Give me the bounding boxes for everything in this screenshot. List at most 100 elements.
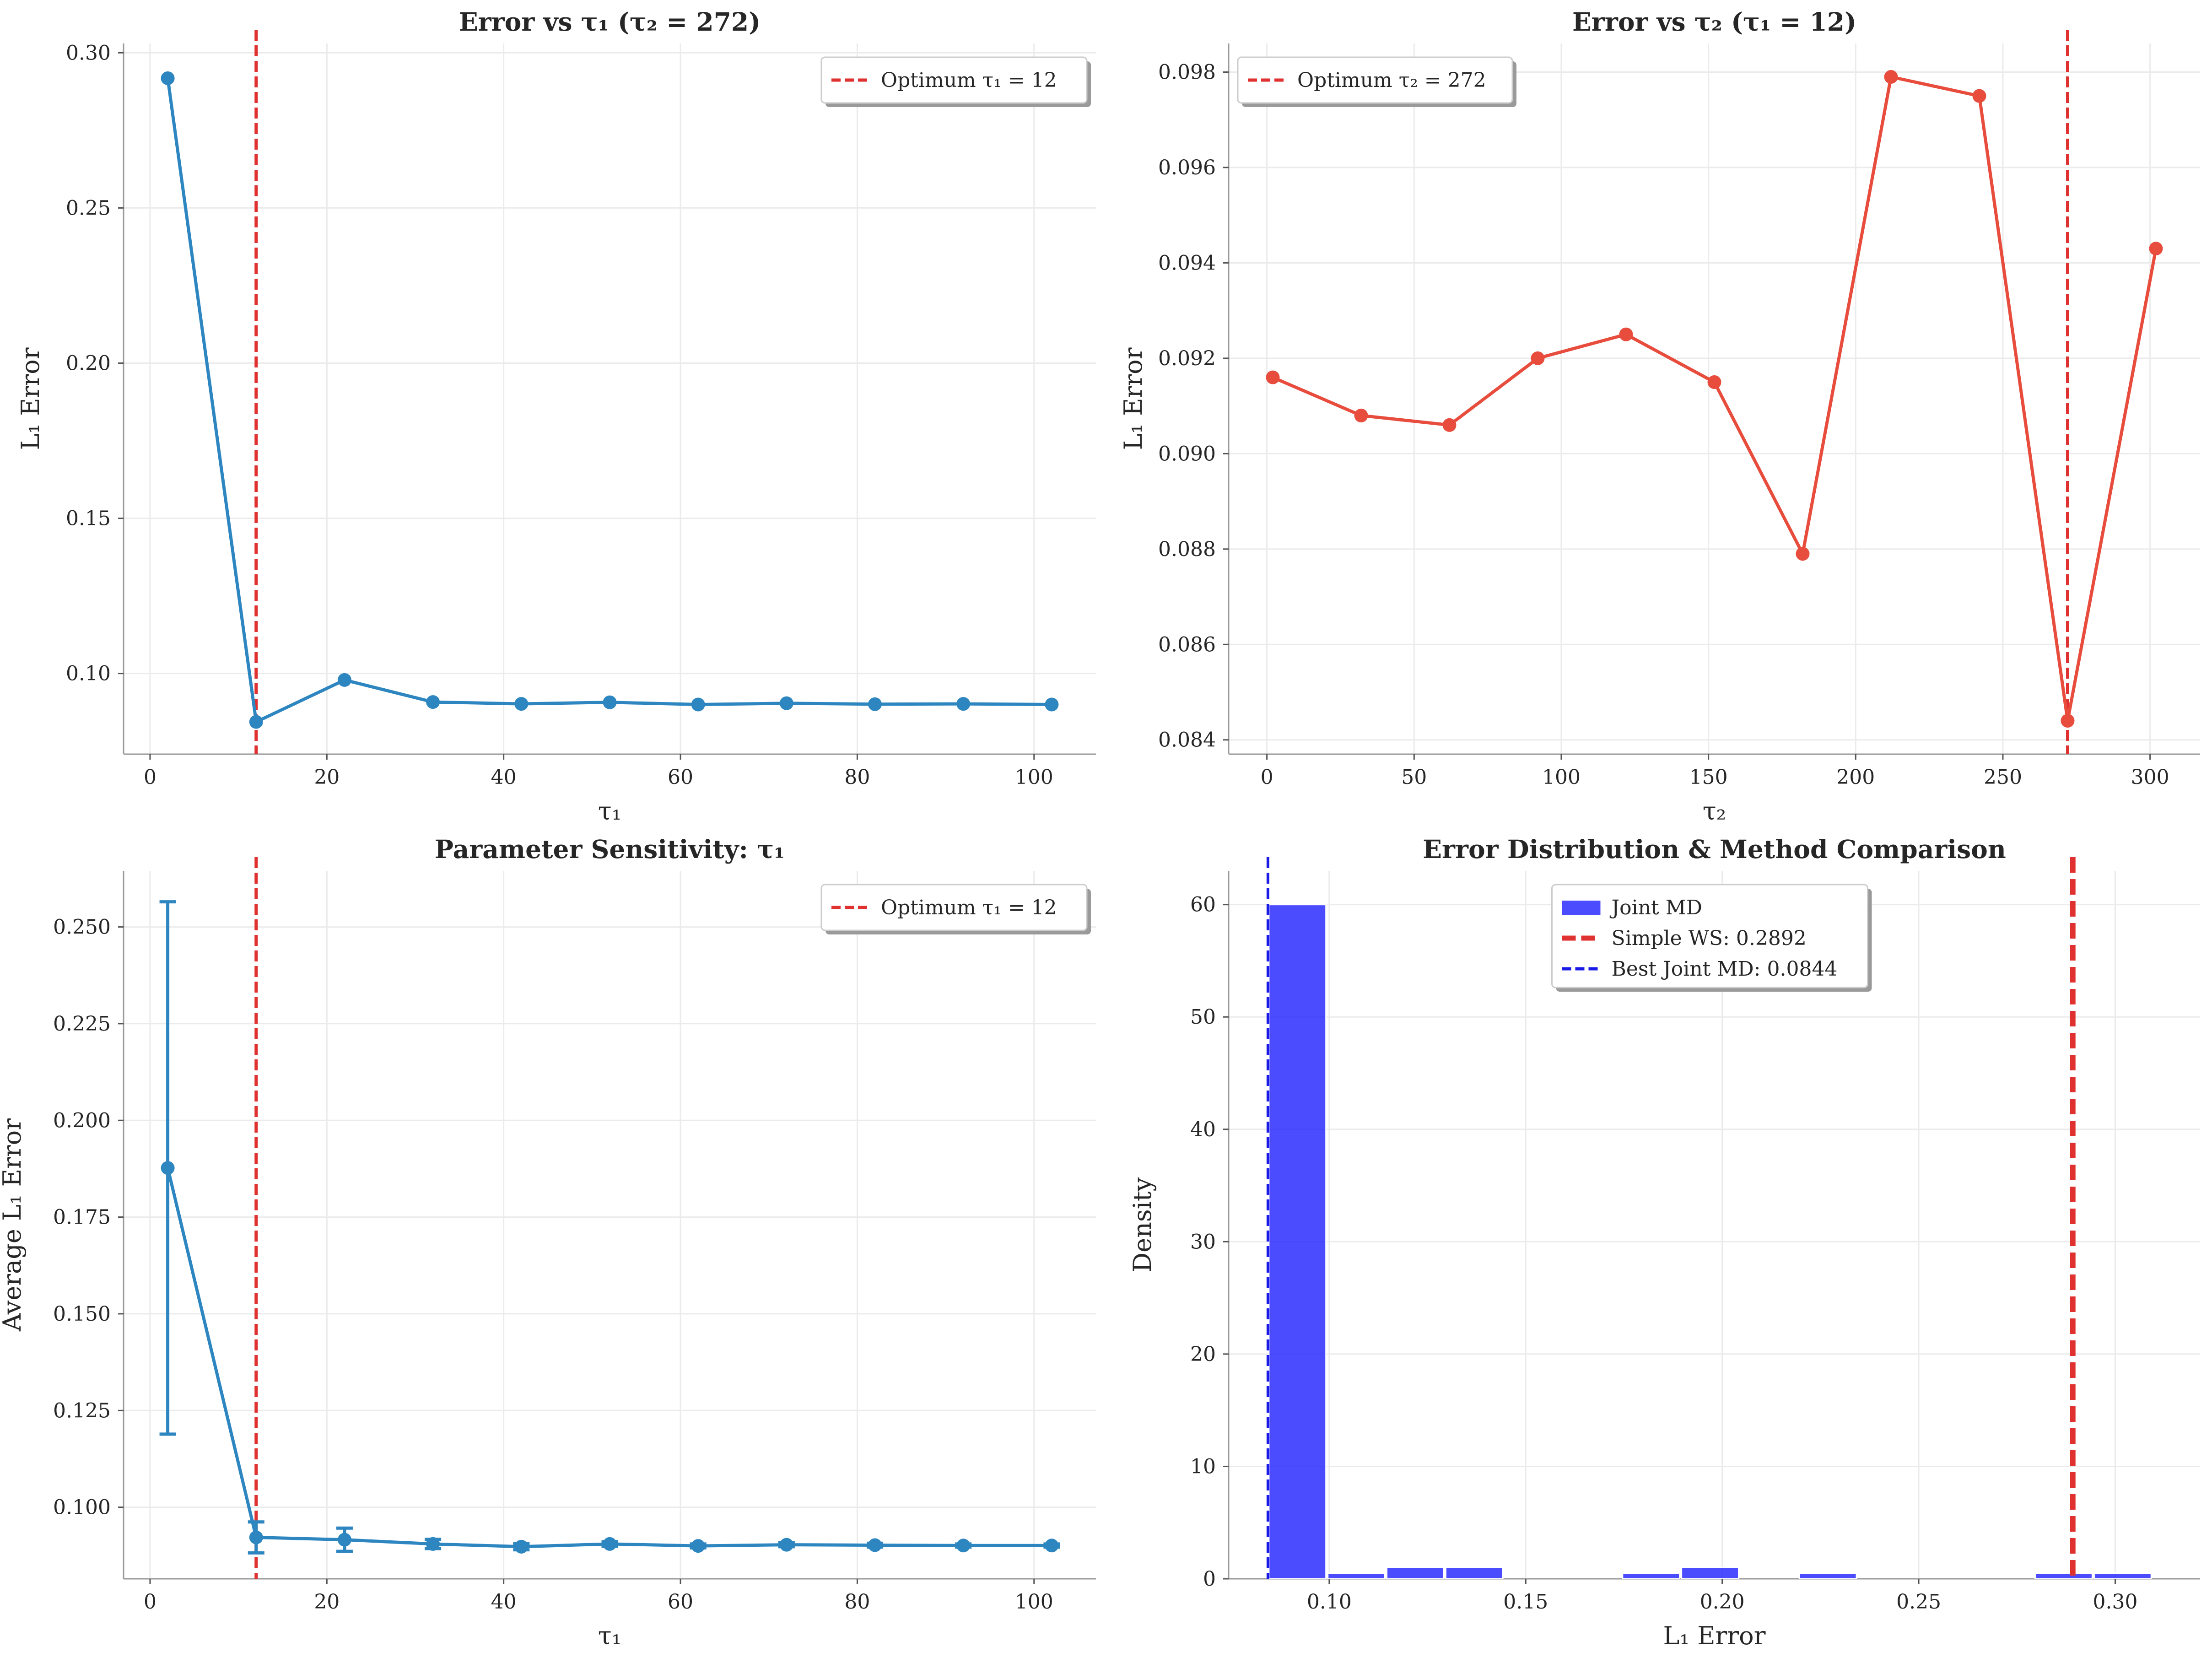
- data-point: [249, 715, 263, 729]
- y-tick-label: 0.084: [1158, 729, 1216, 752]
- y-tick-label: 50: [1190, 1005, 1216, 1029]
- series-line: [166, 1167, 1052, 1549]
- x-tick-label: 40: [491, 1590, 517, 1614]
- histogram-bar: [1268, 904, 1327, 1579]
- y-tick-label: 0.10: [66, 662, 111, 686]
- data-point: [161, 71, 175, 85]
- y-tick-label: 0.098: [1158, 61, 1216, 84]
- y-tick-label: 0.250: [53, 916, 111, 939]
- data-point: [868, 697, 882, 711]
- y-tick-label: 0.20: [66, 352, 111, 375]
- y-tick-label: 0.175: [53, 1206, 111, 1229]
- data-point: [1707, 375, 1721, 389]
- histogram-bar: [1622, 1572, 1681, 1579]
- plot-area: [161, 30, 1059, 754]
- x-axis-label: τ₁: [598, 797, 622, 826]
- y-axis-label: Average L₁ Error: [0, 1118, 27, 1332]
- data-point: [426, 1537, 440, 1551]
- y-axis-label: L₁ Error: [1119, 347, 1148, 450]
- data-point: [337, 673, 351, 687]
- x-tick-label: 20: [314, 1590, 340, 1614]
- x-tick-label: 0.10: [1307, 1590, 1352, 1614]
- histogram-bar: [1798, 1572, 1857, 1579]
- legend-label: Optimum τ₁ = 12: [881, 896, 1057, 919]
- legend-swatch: [1562, 901, 1601, 915]
- y-tick-label: 30: [1190, 1230, 1216, 1253]
- y-tick-label: 0.15: [66, 507, 111, 530]
- plot-area: [1266, 30, 2163, 754]
- x-axis-label: L₁ Error: [1663, 1621, 1765, 1650]
- data-point: [426, 695, 440, 709]
- y-tick-label: 0.096: [1158, 156, 1216, 179]
- y-tick-label: 0.150: [53, 1302, 111, 1326]
- data-point: [1442, 418, 1457, 432]
- plot-area: [159, 857, 1060, 1579]
- x-tick-label: 0.25: [1896, 1590, 1941, 1614]
- legend-label: Optimum τ₁ = 12: [881, 69, 1057, 92]
- x-tick-label: 0.15: [1503, 1590, 1548, 1614]
- y-tick-label: 0: [1203, 1567, 1216, 1591]
- x-tick-label: 0.20: [1700, 1590, 1745, 1614]
- x-tick-label: 80: [844, 766, 870, 789]
- x-axis-label: τ₁: [598, 1621, 622, 1650]
- chart-title: Error vs τ₂ (τ₁ = 12): [1572, 7, 1856, 37]
- y-tick-label: 0.225: [53, 1012, 111, 1036]
- histogram-bar: [1445, 1566, 1504, 1579]
- data-point: [161, 1161, 175, 1175]
- plot-area: [1266, 857, 2152, 1579]
- histogram-bar: [1681, 1566, 1739, 1579]
- histogram-bar: [1386, 1566, 1445, 1579]
- data-point: [1972, 89, 1986, 103]
- data-point: [249, 1530, 263, 1544]
- y-axis-label: Density: [1128, 1177, 1157, 1272]
- y-tick-label: 0.090: [1158, 442, 1216, 465]
- data-point: [779, 1538, 793, 1552]
- histogram-bar: [2034, 1572, 2093, 1579]
- data-point: [603, 695, 617, 709]
- chart-panel-1: 0 20 40 60 80 100 0.10 0.15 0.20 0.25 0.30 Error vs…: [16, 7, 1096, 826]
- y-tick-label: 0.088: [1158, 538, 1216, 561]
- data-point: [2061, 714, 2075, 728]
- data-point: [514, 1539, 529, 1554]
- data-point: [603, 1537, 617, 1551]
- data-point: [1045, 697, 1059, 712]
- y-tick-label: 60: [1190, 893, 1216, 917]
- chart-title: Parameter Sensitivity: τ₁: [435, 834, 785, 864]
- y-axis-label: L₁ Error: [16, 347, 45, 450]
- legend-box: [1551, 884, 1868, 988]
- series-line: [166, 78, 1052, 724]
- x-tick-label: 60: [668, 766, 693, 789]
- x-tick-label: 20: [314, 766, 340, 789]
- series-line: [1272, 75, 2158, 723]
- histogram-bar: [1327, 1572, 1386, 1579]
- x-tick-label: 0: [1261, 766, 1273, 789]
- data-point: [868, 1538, 882, 1552]
- data-point: [691, 1539, 705, 1553]
- x-tick-label: 0.30: [2093, 1590, 2138, 1614]
- data-point: [514, 697, 529, 711]
- legend-box: [820, 56, 1088, 104]
- legend: Optimum τ₂ = 272: [1237, 56, 1516, 107]
- data-point: [1796, 547, 1810, 561]
- y-tick-label: 0.200: [53, 1109, 111, 1132]
- x-tick-label: 300: [2131, 766, 2169, 789]
- x-tick-label: 40: [491, 766, 517, 789]
- y-tick-label: 0.094: [1158, 251, 1216, 275]
- x-tick-label: 100: [1015, 1590, 1053, 1614]
- legend-label: Simple WS: 0.2892: [1612, 927, 1807, 950]
- y-tick-label: 20: [1190, 1343, 1216, 1366]
- x-tick-label: 80: [844, 1590, 870, 1614]
- data-point: [1354, 408, 1368, 422]
- x-tick-label: 100: [1542, 766, 1581, 789]
- data-point: [1045, 1539, 1059, 1553]
- data-point: [779, 696, 793, 710]
- x-tick-label: 60: [668, 1590, 693, 1614]
- x-tick-label: 200: [1836, 766, 1875, 789]
- x-tick-label: 150: [1689, 766, 1728, 789]
- y-tick-label: 0.100: [53, 1496, 111, 1519]
- y-tick-label: 10: [1190, 1455, 1216, 1478]
- legend-label: Best Joint MD: 0.0844: [1612, 957, 1838, 981]
- data-point: [956, 1539, 971, 1553]
- chart-title: Error Distribution & Method Comparison: [1423, 834, 2006, 864]
